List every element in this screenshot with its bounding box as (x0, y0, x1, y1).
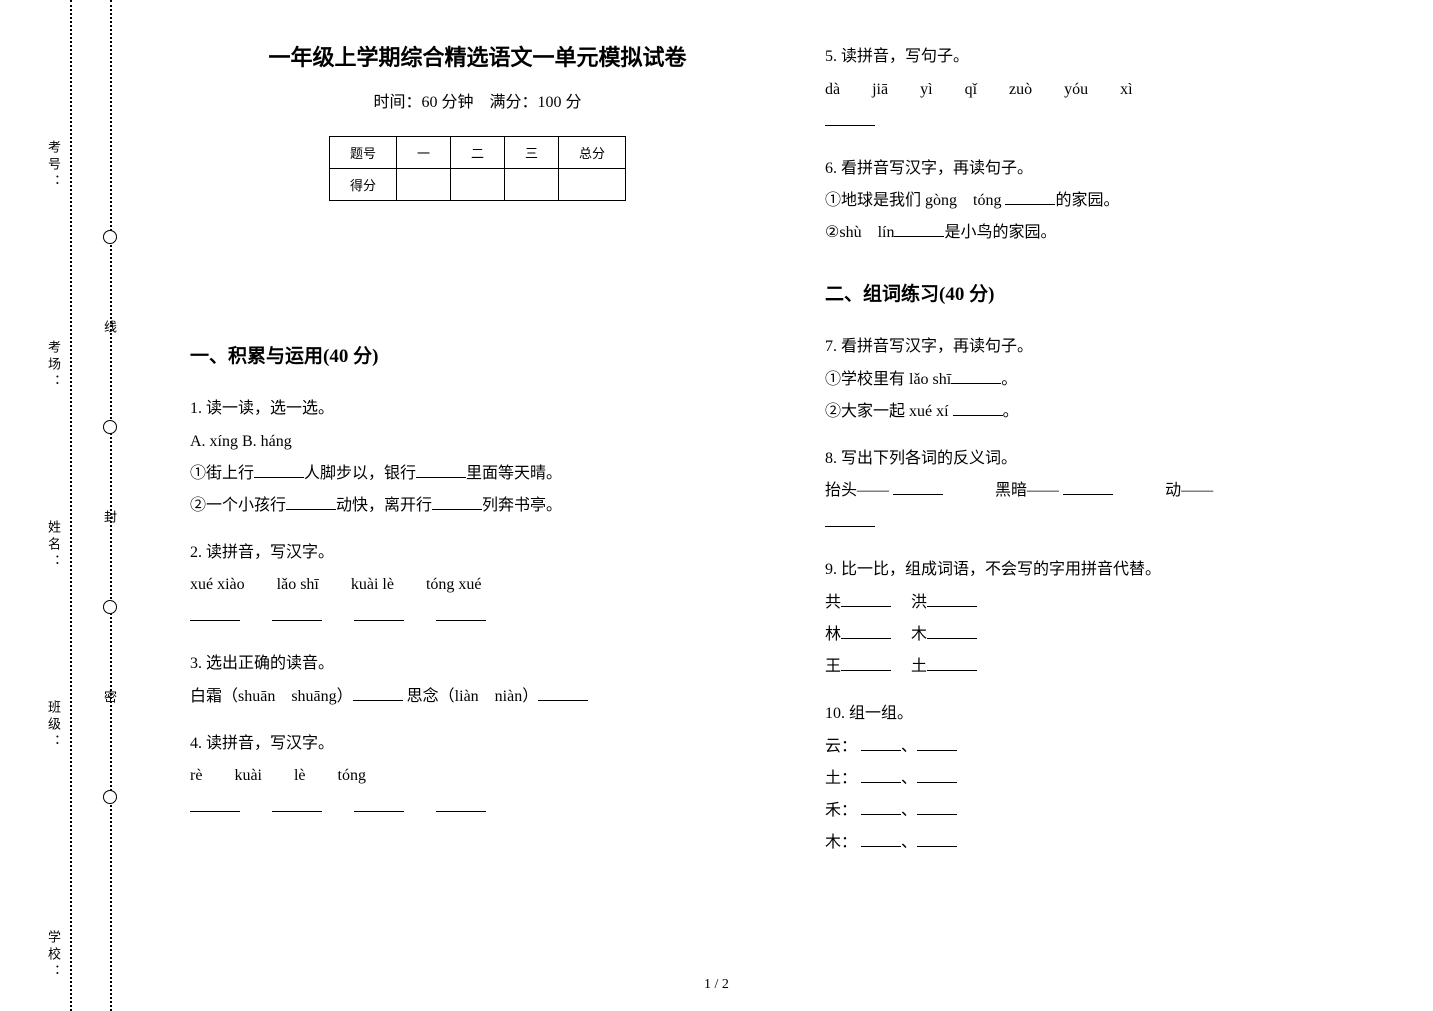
question-4: 4. 读拼音，写汉字。 rè kuài lè tóng (190, 727, 765, 825)
question-1: 1. 读一读，选一选。 A. xíng B. háng ①街上行人脚步以，银行里… (190, 392, 765, 522)
q9-stem: 9. 比一比，组成词语，不会写的字用拼音代替。 (825, 553, 1400, 587)
q10-row1: 云： 、 (825, 731, 1400, 763)
q9-row1: 共 洪 (825, 587, 1400, 619)
q10-row4: 木： 、 (825, 827, 1400, 859)
q1-opts: A. xíng B. háng (190, 426, 765, 458)
punch-circle (103, 600, 117, 614)
td (450, 169, 504, 201)
q5-stem: 5. 读拼音，写句子。 (825, 40, 1400, 74)
q7-stem: 7. 看拼音写汉字，再读句子。 (825, 330, 1400, 364)
th: 二 (450, 137, 504, 169)
label-banji: 班级： (44, 700, 63, 751)
q8-blank-tail (825, 507, 1400, 539)
th: 题号 (329, 137, 396, 169)
th: 总分 (559, 137, 626, 169)
q8-stem: 8. 写出下列各词的反义词。 (825, 442, 1400, 476)
q7-line1: ①学校里有 lǎo shī。 (825, 364, 1400, 396)
punch-circle (103, 230, 117, 244)
q4-stem: 4. 读拼音，写汉字。 (190, 727, 765, 761)
q10-row2: 土： 、 (825, 763, 1400, 795)
page-number: 1 / 2 (0, 977, 1433, 993)
column-right: 5. 读拼音，写句子。 dà jiā yì qǐ zuò yóu xì 6. 看… (825, 40, 1400, 873)
fold-line-outer (70, 0, 72, 1011)
fold-char-xian: 线 (100, 320, 119, 337)
td (505, 169, 559, 201)
table-row: 题号 一 二 三 总分 (329, 137, 625, 169)
question-2: 2. 读拼音，写汉字。 xué xiào lǎo shī kuài lè tón… (190, 536, 765, 634)
q2-pinyin: xué xiào lǎo shī kuài lè tóng xué (190, 569, 765, 601)
question-9: 9. 比一比，组成词语，不会写的字用拼音代替。 共 洪 林 木 王 土 (825, 553, 1400, 683)
question-7: 7. 看拼音写汉字，再读句子。 ①学校里有 lǎo shī。 ②大家一起 xué… (825, 330, 1400, 428)
q2-stem: 2. 读拼音，写汉字。 (190, 536, 765, 570)
q1-line2: ②一个小孩行动快，离开行列奔书亭。 (190, 490, 765, 522)
th: 一 (396, 137, 450, 169)
binding-margin: 考号： 考场： 姓名： 班级： 学校： 线 封 密 (50, 0, 140, 1011)
q9-row3: 王 土 (825, 651, 1400, 683)
q6-stem: 6. 看拼音写汉字，再读句子。 (825, 152, 1400, 186)
q4-pinyin: rè kuài lè tóng (190, 760, 765, 792)
question-5: 5. 读拼音，写句子。 dà jiā yì qǐ zuò yóu xì (825, 40, 1400, 138)
q6-line1: ①地球是我们 gòng tóng 的家园。 (825, 185, 1400, 217)
score-table: 题号 一 二 三 总分 得分 (329, 136, 626, 201)
q4-blanks (190, 792, 765, 824)
q1-line1: ①街上行人脚步以，银行里面等天晴。 (190, 458, 765, 490)
q5-pinyin: dà jiā yì qǐ zuò yóu xì (825, 74, 1400, 106)
punch-circle (103, 420, 117, 434)
fold-line-inner (110, 0, 112, 1011)
td (396, 169, 450, 201)
td: 得分 (329, 169, 396, 201)
column-left: 一年级上学期综合精选语文一单元模拟试卷 时间：60 分钟 满分：100 分 题号… (190, 40, 765, 873)
label-kaohao: 考号： (44, 140, 63, 191)
q5-blank (825, 106, 1400, 138)
question-3: 3. 选出正确的读音。 白霜（shuān shuāng） 思念（liàn nià… (190, 647, 765, 713)
q2-blanks (190, 601, 765, 633)
fold-char-mi: 密 (100, 690, 119, 707)
question-8: 8. 写出下列各词的反义词。 抬头—— 黑暗—— 动—— (825, 442, 1400, 540)
td (559, 169, 626, 201)
q10-row3: 禾： 、 (825, 795, 1400, 827)
q7-line2: ②大家一起 xué xí 。 (825, 396, 1400, 428)
q6-line2: ②shù lín是小鸟的家园。 (825, 217, 1400, 249)
q1-stem: 1. 读一读，选一选。 (190, 392, 765, 426)
th: 三 (505, 137, 559, 169)
section2-heading: 二、组词练习(40 分) (825, 279, 1400, 306)
page-title: 一年级上学期综合精选语文一单元模拟试卷 (190, 40, 765, 72)
section1-heading: 一、积累与运用(40 分) (190, 341, 765, 368)
q9-row2: 林 木 (825, 619, 1400, 651)
question-6: 6. 看拼音写汉字，再读句子。 ①地球是我们 gòng tóng 的家园。 ②s… (825, 152, 1400, 250)
label-xuexiao: 学校： (44, 930, 63, 981)
table-row: 得分 (329, 169, 625, 201)
content: 一年级上学期综合精选语文一单元模拟试卷 时间：60 分钟 满分：100 分 题号… (190, 40, 1400, 873)
q3-content: 白霜（shuān shuāng） 思念（liàn niàn） (190, 681, 765, 713)
punch-circle (103, 790, 117, 804)
label-kaochang: 考场： (44, 340, 63, 391)
fold-char-feng: 封 (100, 510, 119, 527)
question-10: 10. 组一组。 云： 、 土： 、 禾： 、 木： 、 (825, 697, 1400, 859)
page-subtitle: 时间：60 分钟 满分：100 分 (190, 88, 765, 112)
label-xingming: 姓名： (44, 520, 63, 571)
q8-line: 抬头—— 黑暗—— 动—— (825, 475, 1400, 507)
q10-stem: 10. 组一组。 (825, 697, 1400, 731)
q3-stem: 3. 选出正确的读音。 (190, 647, 765, 681)
